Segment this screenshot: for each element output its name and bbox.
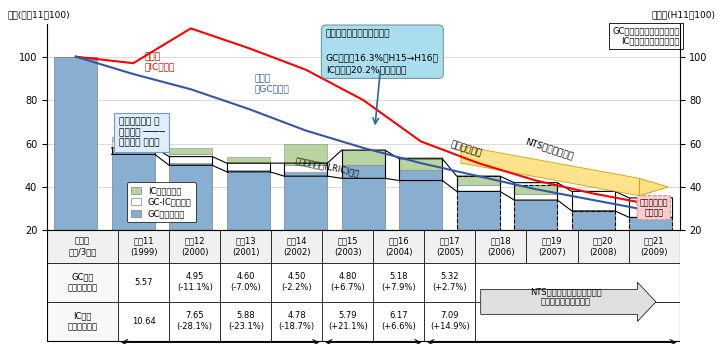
Bar bbox=[399, 170, 442, 274]
Text: 7.65
(-28.1%): 7.65 (-28.1%) bbox=[176, 311, 213, 331]
Bar bbox=[111, 137, 155, 141]
Bar bbox=[399, 157, 442, 170]
Bar bbox=[457, 176, 500, 185]
FancyBboxPatch shape bbox=[47, 230, 118, 263]
Bar bbox=[227, 170, 270, 274]
Text: 通信量
（GC接続）: 通信量 （GC接続） bbox=[254, 74, 288, 94]
Text: 4.60
(-7.0%): 4.60 (-7.0%) bbox=[231, 272, 261, 292]
FancyBboxPatch shape bbox=[424, 302, 476, 341]
Text: 平成11
(1999): 平成11 (1999) bbox=[130, 237, 158, 257]
FancyBboxPatch shape bbox=[424, 230, 476, 263]
Text: 平成14
(2002): 平成14 (2002) bbox=[283, 237, 311, 257]
Bar bbox=[227, 163, 270, 170]
Text: 平成20
(2008): 平成20 (2008) bbox=[589, 237, 617, 257]
Text: 平成19
(2007): 平成19 (2007) bbox=[538, 237, 566, 257]
FancyBboxPatch shape bbox=[47, 263, 118, 302]
Text: 接続料＝　費 用
　　　　 ────
　　　　 通信量: 接続料＝ 費 用 ──── 通信量 bbox=[119, 118, 165, 147]
Text: 平成16
(2004): 平成16 (2004) bbox=[385, 237, 413, 257]
Polygon shape bbox=[639, 178, 668, 196]
FancyBboxPatch shape bbox=[476, 263, 680, 302]
Text: 5.88
(-23.1%): 5.88 (-23.1%) bbox=[228, 311, 264, 331]
Bar bbox=[54, 57, 98, 274]
Bar bbox=[169, 163, 213, 274]
FancyBboxPatch shape bbox=[169, 230, 221, 263]
Bar bbox=[284, 143, 328, 165]
FancyBboxPatch shape bbox=[373, 230, 424, 263]
FancyBboxPatch shape bbox=[476, 302, 680, 341]
FancyBboxPatch shape bbox=[221, 230, 271, 263]
Text: 通信量の減少: 通信量の減少 bbox=[450, 140, 483, 159]
Text: NTSコストの控除等により、
接続料の値上げを抑制: NTSコストの控除等により、 接続料の値上げを抑制 bbox=[530, 287, 602, 307]
FancyBboxPatch shape bbox=[578, 230, 628, 263]
FancyBboxPatch shape bbox=[271, 263, 322, 302]
Bar bbox=[342, 165, 385, 274]
Text: 長期増分費用(LRIC)方式: 長期増分費用(LRIC)方式 bbox=[294, 156, 360, 178]
Bar bbox=[111, 141, 155, 150]
Bar bbox=[284, 172, 328, 274]
Bar bbox=[457, 185, 500, 191]
FancyBboxPatch shape bbox=[322, 263, 373, 302]
FancyBboxPatch shape bbox=[271, 302, 322, 341]
FancyBboxPatch shape bbox=[628, 230, 680, 263]
Text: 通信量(H11＝100): 通信量(H11＝100) bbox=[651, 10, 716, 19]
Text: 5.79
(+21.1%): 5.79 (+21.1%) bbox=[328, 311, 368, 331]
FancyBboxPatch shape bbox=[169, 263, 221, 302]
Text: 通信量の大幅な減少の継続

GC接続：16.3%（H15→H16）
IC接続：20.2%（　〃　）: 通信量の大幅な減少の継続 GC接続：16.3%（H15→H16） IC接続：20… bbox=[326, 30, 439, 74]
Bar bbox=[514, 185, 557, 194]
FancyBboxPatch shape bbox=[169, 302, 221, 341]
Text: 接続料
（円/3分）: 接続料 （円/3分） bbox=[69, 237, 97, 257]
FancyArrow shape bbox=[481, 282, 656, 321]
Text: 通信量
（IC接続）: 通信量 （IC接続） bbox=[145, 52, 175, 72]
FancyBboxPatch shape bbox=[322, 230, 373, 263]
Text: 平成18
(2006): 平成18 (2006) bbox=[487, 237, 515, 257]
FancyBboxPatch shape bbox=[118, 302, 169, 341]
Legend: IC交換機費用, GC-IC回線費用, GC交換機費用: IC交換機費用, GC-IC回線費用, GC交換機費用 bbox=[127, 182, 196, 222]
Text: 5.18
(+7.9%): 5.18 (+7.9%) bbox=[382, 272, 416, 292]
Text: GC接続：加入者交換機接続
IC接続：中継交換機接続: GC接続：加入者交換機接続 IC接続：中継交換機接続 bbox=[612, 26, 680, 46]
FancyBboxPatch shape bbox=[476, 230, 526, 263]
Text: 4.95
(-11.1%): 4.95 (-11.1%) bbox=[177, 272, 213, 292]
Text: 4.78
(-18.7%): 4.78 (-18.7%) bbox=[279, 311, 315, 331]
FancyBboxPatch shape bbox=[221, 263, 271, 302]
Bar bbox=[284, 165, 328, 172]
Text: 平成17
(2005): 平成17 (2005) bbox=[436, 237, 463, 257]
Text: NTSコストの増騰: NTSコストの増騰 bbox=[524, 137, 575, 161]
Bar bbox=[342, 150, 385, 165]
Polygon shape bbox=[461, 146, 639, 196]
Text: 6.17
(+6.6%): 6.17 (+6.6%) bbox=[382, 311, 416, 331]
Bar bbox=[227, 157, 270, 163]
Bar bbox=[572, 211, 615, 274]
Bar bbox=[169, 154, 213, 163]
Text: 5.57: 5.57 bbox=[134, 278, 153, 287]
Text: 費用(平成11＝100): 費用(平成11＝100) bbox=[7, 10, 70, 19]
FancyBboxPatch shape bbox=[118, 230, 169, 263]
FancyBboxPatch shape bbox=[271, 230, 322, 263]
Text: 4.50
(-2.2%): 4.50 (-2.2%) bbox=[281, 272, 312, 292]
FancyBboxPatch shape bbox=[373, 302, 424, 341]
Text: 10.64: 10.64 bbox=[132, 317, 155, 326]
Text: 4.80
(+6.7%): 4.80 (+6.7%) bbox=[330, 272, 365, 292]
FancyBboxPatch shape bbox=[47, 302, 118, 341]
Text: 平成12
(2000): 平成12 (2000) bbox=[181, 237, 208, 257]
Text: 平成21
(2009): 平成21 (2009) bbox=[641, 237, 668, 257]
Text: 平成15
(2003): 平成15 (2003) bbox=[334, 237, 362, 257]
Bar bbox=[457, 191, 500, 274]
Bar bbox=[629, 217, 672, 274]
Text: 将来の接続料
算定方式: 将来の接続料 算定方式 bbox=[639, 198, 668, 217]
Text: GC接続
（対前年度）: GC接続 （対前年度） bbox=[67, 272, 98, 292]
Text: 平成13
(2001): 平成13 (2001) bbox=[232, 237, 260, 257]
Text: 7.09
(+14.9%): 7.09 (+14.9%) bbox=[430, 311, 470, 331]
FancyBboxPatch shape bbox=[373, 263, 424, 302]
Bar bbox=[111, 150, 155, 274]
Bar bbox=[514, 200, 557, 274]
FancyBboxPatch shape bbox=[118, 263, 169, 302]
Text: IC接続
（対前年度）: IC接続 （対前年度） bbox=[67, 311, 98, 331]
Bar bbox=[169, 148, 213, 154]
FancyBboxPatch shape bbox=[221, 302, 271, 341]
FancyBboxPatch shape bbox=[424, 263, 476, 302]
FancyBboxPatch shape bbox=[322, 302, 373, 341]
Bar bbox=[514, 194, 557, 200]
FancyBboxPatch shape bbox=[526, 230, 578, 263]
Text: 5.32
(+2.7%): 5.32 (+2.7%) bbox=[432, 272, 467, 292]
